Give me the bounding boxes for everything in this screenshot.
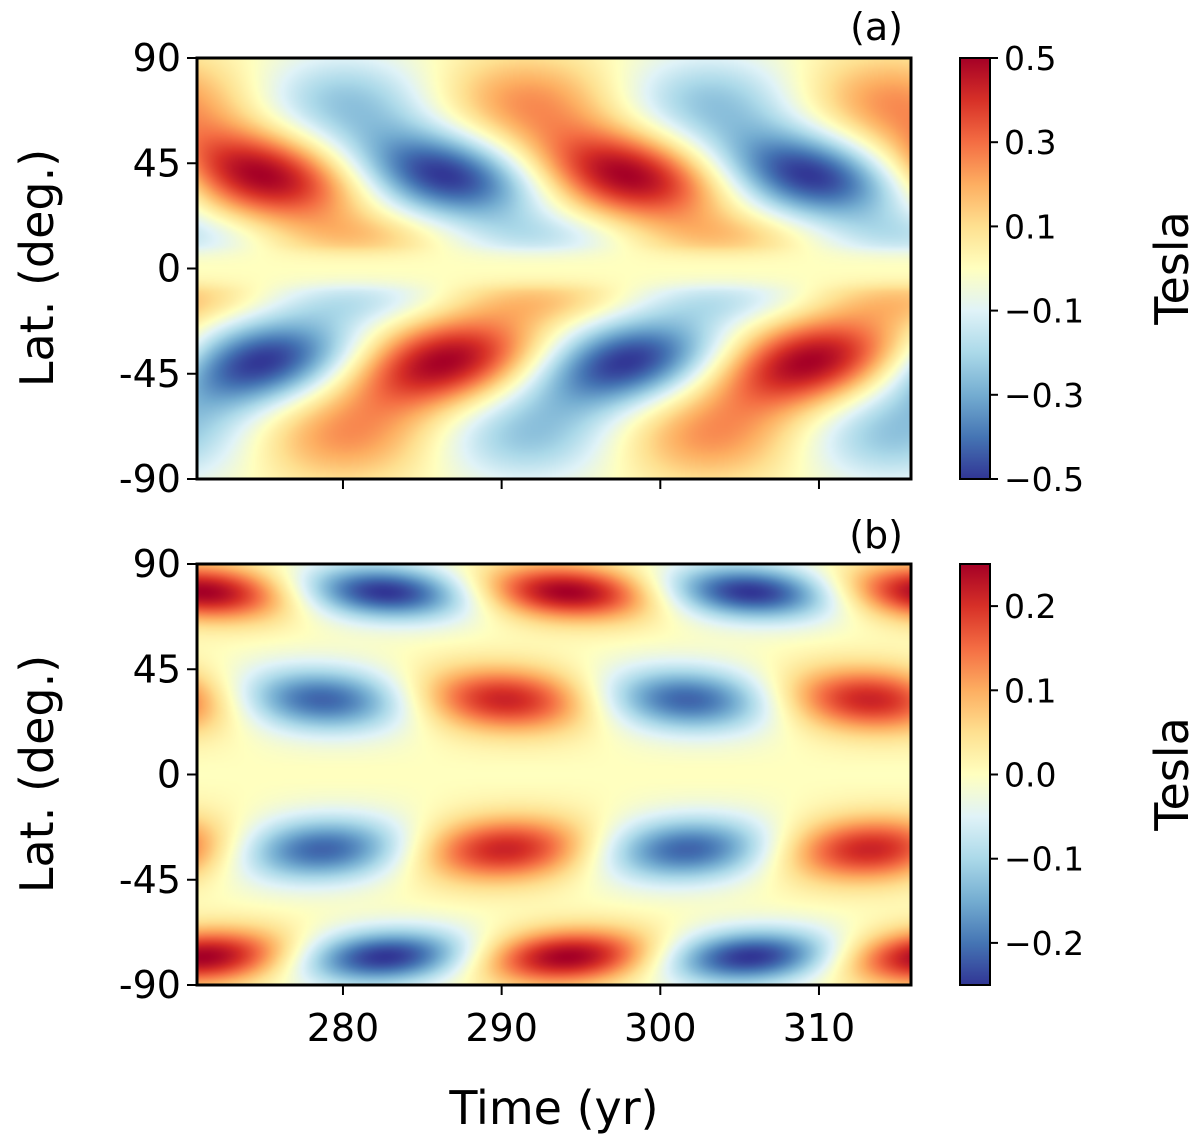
colorbar-tick-label: −0.1 [1004,292,1084,331]
y-tick-label: -90 [119,457,181,501]
colorbar-tick-label: −0.5 [1004,460,1084,499]
colorbar-ticks-b: 0.2 0.1 0.0 −0.1 −0.2 [990,587,1084,963]
colorbar-tick-label: 0.1 [1004,207,1056,246]
y-tick-label: 0 [157,753,181,797]
panel-a: (a) Lat. (deg.) 90 45 0 -45 -90 0.5 0.3 0.1 −0.… [10,5,1199,501]
colorbar-tick-label: 0.0 [1004,756,1056,795]
colorbar-a [959,57,991,480]
heatmap-b [197,564,911,985]
colorbar-tick-label: −0.1 [1004,840,1084,879]
x-ticks-b: 280 290 300 310 [307,985,856,1050]
x-tick-label: 280 [307,1006,380,1050]
y-axis-label-b: Lat. (deg.) [10,655,64,893]
colorbar-label-b: Tesla [1145,717,1199,832]
panel-b: (b) Lat. (deg.) 90 45 0 -45 -90 280 290 300 310… [10,513,1199,1135]
y-tick-label: -45 [119,352,181,396]
colorbar-tick-label: −0.3 [1004,376,1084,415]
heatmap-a [197,58,911,479]
colorbar-label-a: Tesla [1145,211,1199,326]
y-tick-label: 90 [133,542,181,586]
y-ticks-a: 90 45 0 -45 -90 [119,36,197,501]
y-tick-label: 45 [133,647,181,691]
x-tick-label: 290 [465,1006,538,1050]
y-tick-label: 45 [133,141,181,185]
panel-label-a: (a) [850,5,903,49]
colorbar-b [959,563,991,986]
colorbar-tick-label: −0.2 [1004,924,1084,963]
x-tick-label: 310 [783,1006,856,1050]
y-tick-label: -45 [119,858,181,902]
y-tick-label: 0 [157,247,181,291]
colorbar-tick-label: 0.3 [1004,123,1056,162]
y-ticks-b: 90 45 0 -45 -90 [119,542,197,1007]
panel-label-b: (b) [849,513,903,557]
y-tick-label: -90 [119,963,181,1007]
x-axis-label: Time (yr) [448,1081,658,1135]
colorbar-tick-label: 0.1 [1004,671,1056,710]
colorbar-tick-label: 0.5 [1004,39,1056,78]
y-axis-label-a: Lat. (deg.) [10,149,64,387]
y-tick-label: 90 [133,36,181,80]
x-ticks-a [341,479,820,489]
x-tick-label: 300 [624,1006,697,1050]
colorbar-tick-label: 0.2 [1004,587,1056,626]
colorbar-ticks-a: 0.5 0.3 0.1 −0.1 −0.3 −0.5 [990,39,1084,499]
